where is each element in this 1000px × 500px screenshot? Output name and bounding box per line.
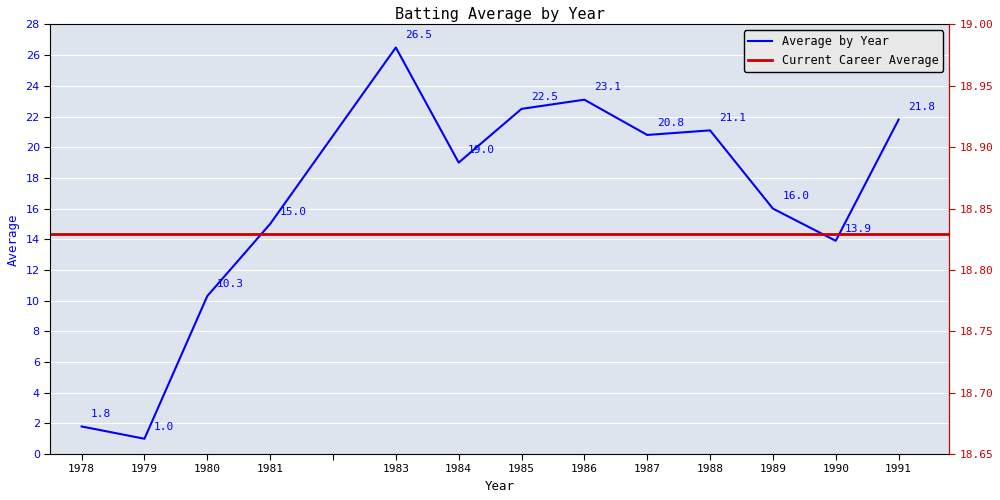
Average by Year [893, 116, 905, 122]
Average by Year [453, 160, 465, 166]
Average by Year [641, 132, 653, 138]
Text: 13.9: 13.9 [845, 224, 872, 234]
Text: 1.0: 1.0 [154, 422, 174, 432]
X-axis label: Year: Year [485, 480, 515, 493]
Y-axis label: Average: Average [7, 213, 20, 266]
Average by Year [704, 128, 716, 134]
Text: 10.3: 10.3 [217, 279, 244, 289]
Average by Year [138, 436, 150, 442]
Average by Year [516, 106, 528, 112]
Text: 15.0: 15.0 [280, 206, 307, 216]
Text: 19.0: 19.0 [468, 146, 495, 156]
Text: 16.0: 16.0 [782, 192, 809, 202]
Average by Year [390, 44, 402, 51]
Title: Batting Average by Year: Batting Average by Year [395, 7, 604, 22]
Average by Year [578, 96, 590, 102]
Text: 23.1: 23.1 [594, 82, 621, 92]
Text: 26.5: 26.5 [405, 30, 432, 40]
Line: Average by Year: Average by Year [82, 48, 899, 438]
Text: 1.8: 1.8 [91, 410, 111, 420]
Average by Year [830, 238, 842, 244]
Average by Year [264, 221, 276, 227]
Text: 22.5: 22.5 [531, 92, 558, 102]
Average by Year [767, 206, 779, 212]
Average by Year [76, 424, 88, 430]
Average by Year [201, 293, 213, 299]
Text: 21.8: 21.8 [908, 102, 935, 113]
Text: 20.8: 20.8 [657, 118, 684, 128]
Text: 21.1: 21.1 [719, 113, 746, 123]
Legend: Average by Year, Current Career Average: Average by Year, Current Career Average [744, 30, 943, 72]
